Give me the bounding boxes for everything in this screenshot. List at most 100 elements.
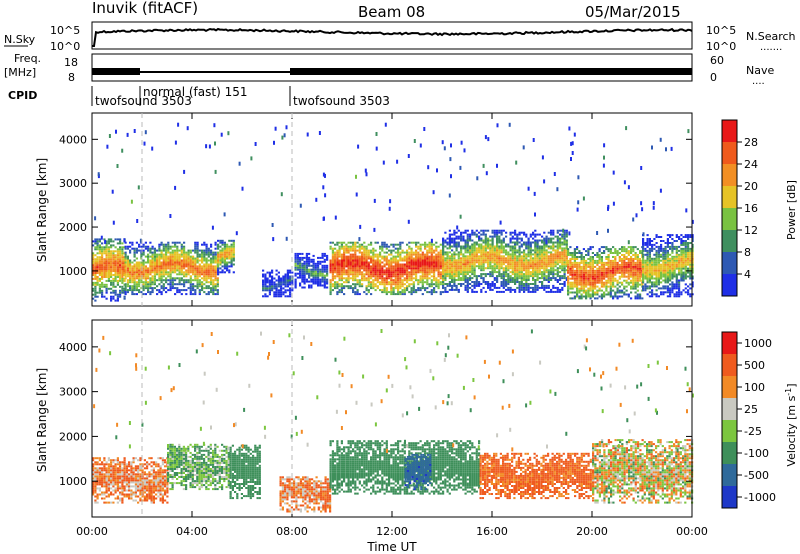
heatmap-cell (169, 273, 172, 276)
heatmap-cell (216, 285, 219, 288)
heatmap-cell (607, 250, 610, 253)
heatmap-cell (412, 269, 415, 272)
heatmap-cell (500, 263, 503, 266)
heatmap-cell (634, 271, 637, 274)
heatmap-cell (144, 273, 147, 276)
heatmap-cell (625, 258, 628, 260)
heatmap-cell (609, 261, 612, 264)
heatmap-cell (381, 275, 384, 278)
heatmap-cell (133, 283, 136, 286)
heatmap-cell (358, 281, 361, 284)
heatmap-cell (345, 261, 348, 264)
heatmap-cell (525, 265, 528, 268)
heatmap-cell (433, 279, 436, 282)
heatmap-cell (370, 269, 373, 272)
heatmap-cell (435, 241, 438, 244)
heatmap-cell (523, 241, 526, 244)
heatmap-cell (491, 237, 494, 240)
heatmap-cell (367, 277, 370, 280)
heatmap-cell (596, 269, 599, 272)
heatmap-cell (632, 261, 635, 264)
heatmap-cell (442, 283, 445, 286)
heatmap-cell (399, 283, 402, 286)
heatmap-cell (538, 233, 541, 236)
heatmap-cell (112, 258, 115, 261)
heatmap-cell (534, 233, 537, 236)
heatmap-cell (609, 275, 612, 278)
heatmap-cell (135, 275, 138, 278)
heatmap-cell (192, 269, 195, 272)
heatmap-cell (160, 257, 163, 260)
heatmap-cell (319, 260, 322, 263)
heatmap-cell (153, 247, 156, 250)
heatmap-cell (630, 285, 633, 288)
heatmap-cell (349, 249, 352, 252)
heatmap-cell (600, 289, 603, 292)
heatmap-cell (98, 264, 101, 267)
heatmap-cell (217, 257, 220, 260)
heatmap-cell (119, 270, 122, 272)
heatmap-cell (210, 265, 213, 268)
heatmap-cell (600, 281, 603, 284)
heatmap-cell (329, 285, 332, 288)
heatmap-cell (101, 270, 104, 272)
heatmap-cell (634, 269, 637, 272)
heatmap-cell (358, 285, 361, 288)
heatmap-cell (326, 274, 329, 277)
heatmap-cell (505, 249, 508, 252)
heatmap-cell (158, 261, 161, 264)
heatmap-cell (388, 245, 391, 248)
heatmap-cell (464, 231, 467, 234)
heatmap-cell (529, 273, 532, 276)
heatmap-cell (536, 269, 539, 272)
heatmap-cell (623, 271, 626, 274)
heatmap-cell (511, 277, 514, 280)
heatmap-cell (158, 267, 161, 270)
heatmap-cell (334, 247, 337, 250)
heatmap-cell (514, 281, 517, 283)
heatmap-cell (207, 247, 210, 250)
heatmap-cell (321, 266, 324, 269)
heatmap-cell (183, 271, 186, 274)
heatmap-cell (410, 249, 413, 252)
heatmap-cell (92, 268, 95, 271)
heatmap-cell (469, 271, 472, 274)
heatmap-cell (326, 266, 329, 269)
heatmap-cell (457, 257, 460, 260)
heatmap-cell (196, 267, 199, 270)
heatmap-cell (444, 257, 447, 260)
heatmap-cell (201, 285, 204, 288)
heatmap-cell (399, 293, 402, 296)
heatmap-cell (444, 239, 447, 242)
heatmap-cell (319, 256, 322, 259)
heatmap-cell (119, 254, 122, 257)
heatmap-cell (594, 254, 597, 256)
heatmap-cell (383, 283, 386, 286)
heatmap-cell (105, 244, 108, 247)
heatmap-cell (223, 253, 226, 256)
heatmap-cell (174, 279, 177, 282)
heatmap-cell (319, 274, 322, 277)
heatmap-cell (664, 251, 667, 254)
heatmap-cell (412, 261, 415, 264)
heatmap-cell (534, 288, 537, 291)
heatmap-cell (453, 233, 456, 236)
heatmap-cell (129, 267, 132, 270)
heatmap-cell (478, 257, 481, 260)
heatmap-cell (442, 247, 445, 250)
heatmap-cell (511, 253, 514, 256)
heatmap-cell (194, 249, 197, 252)
heatmap-cell (131, 265, 134, 268)
heatmap-cell (444, 267, 447, 270)
heatmap-cell (594, 265, 597, 268)
heatmap-cell (428, 265, 431, 268)
heatmap-cell (317, 260, 320, 263)
heatmap-cell (162, 243, 165, 246)
heatmap-cell (383, 277, 386, 280)
nave-tick-bottom: 0 (710, 71, 717, 84)
heatmap-cell (210, 261, 213, 264)
heatmap-cell (282, 277, 285, 280)
heatmap-cell (126, 289, 129, 292)
heatmap-cell (275, 295, 278, 298)
heatmap-cell (561, 265, 564, 268)
